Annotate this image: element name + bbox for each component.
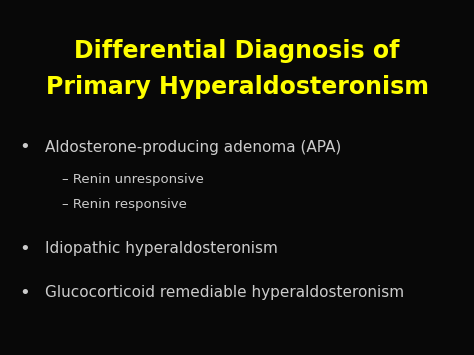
Text: •: •: [19, 138, 30, 156]
Text: – Renin unresponsive: – Renin unresponsive: [62, 173, 203, 186]
Text: Differential Diagnosis of: Differential Diagnosis of: [74, 39, 400, 64]
Text: Aldosterone-producing adenoma (APA): Aldosterone-producing adenoma (APA): [45, 140, 341, 155]
Text: •: •: [19, 240, 30, 257]
Text: Idiopathic hyperaldosteronism: Idiopathic hyperaldosteronism: [45, 241, 278, 256]
Text: – Renin responsive: – Renin responsive: [62, 198, 186, 211]
Text: Primary Hyperaldosteronism: Primary Hyperaldosteronism: [46, 75, 428, 99]
Text: •: •: [19, 284, 30, 302]
Text: Glucocorticoid remediable hyperaldosteronism: Glucocorticoid remediable hyperaldostero…: [45, 285, 404, 300]
